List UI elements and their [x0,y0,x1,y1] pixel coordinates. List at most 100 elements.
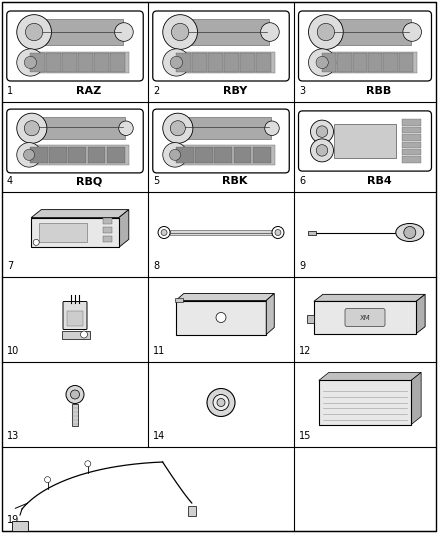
Polygon shape [266,294,274,335]
Text: RBB: RBB [366,86,392,96]
Bar [62,53,77,72]
Bar [67,311,83,326]
Bar [49,147,67,163]
Circle shape [308,49,336,76]
Circle shape [24,56,36,69]
Circle shape [17,49,44,76]
Polygon shape [314,294,425,301]
Text: 7: 7 [7,261,13,271]
Bar [402,156,421,163]
Bar [399,53,413,72]
Circle shape [17,15,52,50]
Bar [30,53,45,72]
Bar [176,53,191,72]
Bar [107,147,125,163]
Polygon shape [411,373,421,425]
Bar [240,53,255,72]
Bar [188,506,196,516]
Circle shape [24,149,35,160]
Text: 13: 13 [7,431,19,441]
Bar [224,53,239,72]
Bar [46,53,61,72]
Bar [402,127,421,133]
Circle shape [316,56,328,69]
Bar [78,53,93,72]
Bar [94,53,109,72]
Circle shape [316,144,328,156]
Bar [319,381,411,425]
Bar [72,403,78,425]
Circle shape [17,113,47,143]
Bar [175,145,275,165]
Circle shape [163,15,198,50]
Circle shape [316,126,328,138]
Circle shape [115,23,133,42]
Bar [103,228,112,233]
Circle shape [213,394,229,410]
Ellipse shape [396,223,424,241]
Circle shape [66,385,84,403]
Bar [175,52,275,73]
Circle shape [403,23,421,42]
Circle shape [170,149,180,160]
Bar [176,147,194,163]
Circle shape [216,312,226,322]
Bar [31,217,119,247]
Bar [208,53,223,72]
FancyBboxPatch shape [153,11,289,81]
Text: RBY: RBY [223,86,247,96]
Polygon shape [176,294,274,301]
Circle shape [163,143,187,167]
Text: 10: 10 [7,346,19,356]
Bar [62,330,90,338]
Bar [402,134,421,141]
Bar [88,147,106,163]
Bar [256,53,271,72]
Bar [334,124,396,158]
Bar [307,314,314,322]
Circle shape [25,23,43,41]
Bar [29,145,129,165]
Text: 6: 6 [299,176,305,186]
Bar [402,119,421,126]
Circle shape [17,143,41,167]
Circle shape [317,23,335,41]
Bar [321,53,336,72]
FancyBboxPatch shape [153,109,289,173]
Bar [31,117,125,140]
Bar [103,219,112,224]
Circle shape [158,227,170,238]
Text: 1: 1 [7,86,13,96]
Text: 12: 12 [299,346,311,356]
Text: 4: 4 [7,176,13,186]
Text: 11: 11 [153,346,165,356]
Circle shape [404,227,416,238]
Circle shape [308,15,343,50]
Circle shape [71,390,80,399]
Bar [192,53,207,72]
Bar [179,19,269,45]
FancyBboxPatch shape [345,309,385,327]
FancyBboxPatch shape [299,11,431,81]
Circle shape [311,120,333,143]
Circle shape [171,23,189,41]
Text: 19: 19 [7,515,19,525]
Bar [12,521,28,531]
Bar [176,301,266,335]
Bar [337,53,352,72]
Circle shape [272,227,284,238]
Bar [321,52,417,73]
Bar [170,230,272,235]
Bar [253,147,271,163]
Text: RB4: RB4 [367,176,392,186]
Bar [39,223,87,243]
Bar [314,301,416,334]
Bar [402,149,421,155]
Circle shape [170,121,185,136]
Bar [195,147,213,163]
Circle shape [163,113,193,143]
Text: 15: 15 [299,431,311,441]
Circle shape [217,399,225,407]
Circle shape [311,139,333,162]
Circle shape [170,56,183,69]
